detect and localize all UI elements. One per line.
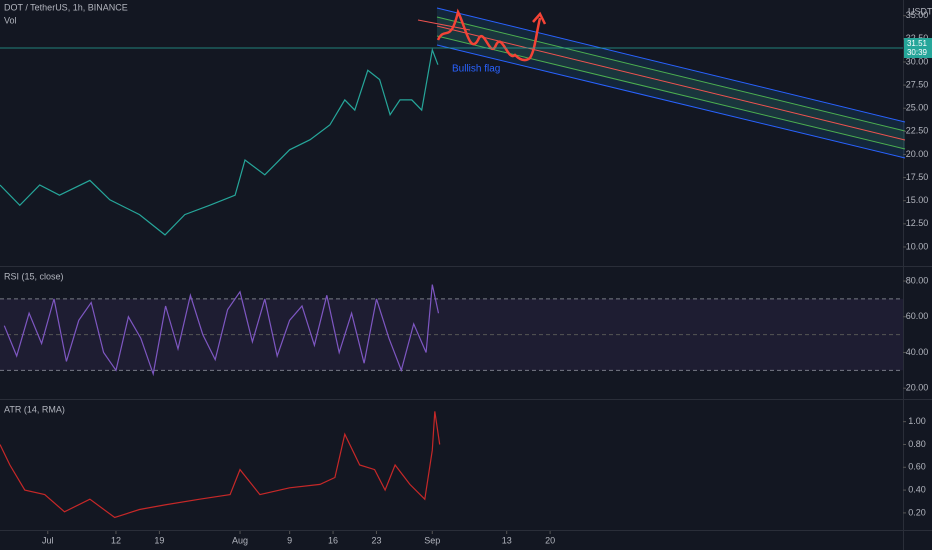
- x-tick-label: 23: [371, 535, 381, 545]
- projection-path: [436, 8, 542, 62]
- y-tick-label: 0.40: [908, 484, 926, 494]
- y-tick-label: 1.00: [908, 416, 926, 426]
- channel-drawing: [417, 7, 906, 159]
- channel-line: [436, 7, 906, 123]
- x-tick-label: Jul: [42, 535, 54, 545]
- y-tick-label: 10.00: [906, 241, 929, 251]
- projection-arrow: [532, 11, 547, 25]
- y-tick-label: 22.50: [906, 126, 929, 136]
- y-tick-label: 80.00: [906, 275, 929, 285]
- y-tick-label: 40.00: [906, 347, 929, 357]
- last-price-box: [904, 38, 932, 59]
- x-tick-label: 12: [111, 535, 121, 545]
- y-tick-label: 0.20: [908, 507, 926, 517]
- channel-line: [436, 44, 906, 159]
- y-tick-label: 35.00: [906, 10, 929, 20]
- y-tick-label: 30.00: [906, 56, 929, 66]
- x-tick-label: Sep: [424, 535, 440, 545]
- y-tick-label: 27.50: [906, 79, 929, 89]
- y-tick-label: 12.50: [906, 218, 929, 228]
- y-tick-label: 0.60: [908, 462, 926, 472]
- y-tick-label: 15.00: [906, 195, 929, 205]
- countdown-label: 30:39: [907, 48, 928, 57]
- x-tick-label: Aug: [232, 535, 248, 545]
- last-price-label: 31.51: [907, 39, 928, 48]
- indicator-title: ATR (14, RMA): [4, 404, 65, 414]
- y-tick-label: 0.80: [908, 439, 926, 449]
- y-tick-label: 20.00: [906, 383, 929, 393]
- series-line: [0, 411, 441, 519]
- annotation: Bullish flag: [452, 64, 500, 75]
- series-line: [0, 47, 439, 236]
- x-tick-label: 20: [545, 535, 555, 545]
- volume-label: Vol: [4, 15, 17, 25]
- trend-line: [417, 19, 471, 31]
- chart-title: DOT / TetherUS, 1h, BINANCE: [4, 2, 128, 12]
- y-tick-label: 60.00: [906, 311, 929, 321]
- x-tick-label: 13: [502, 535, 512, 545]
- y-tick-label: 25.00: [906, 103, 929, 113]
- currency-label: USDT: [908, 6, 932, 16]
- indicator-title: RSI (15, close): [4, 271, 64, 281]
- x-tick-label: 16: [328, 535, 338, 545]
- y-tick-label: 20.00: [906, 149, 929, 159]
- x-tick-label: 9: [287, 535, 292, 545]
- y-tick-label: 17.50: [906, 172, 929, 182]
- x-tick-label: 19: [154, 535, 164, 545]
- channel-line: [436, 16, 906, 132]
- channel-midline: [436, 25, 906, 141]
- series-line: [3, 284, 440, 377]
